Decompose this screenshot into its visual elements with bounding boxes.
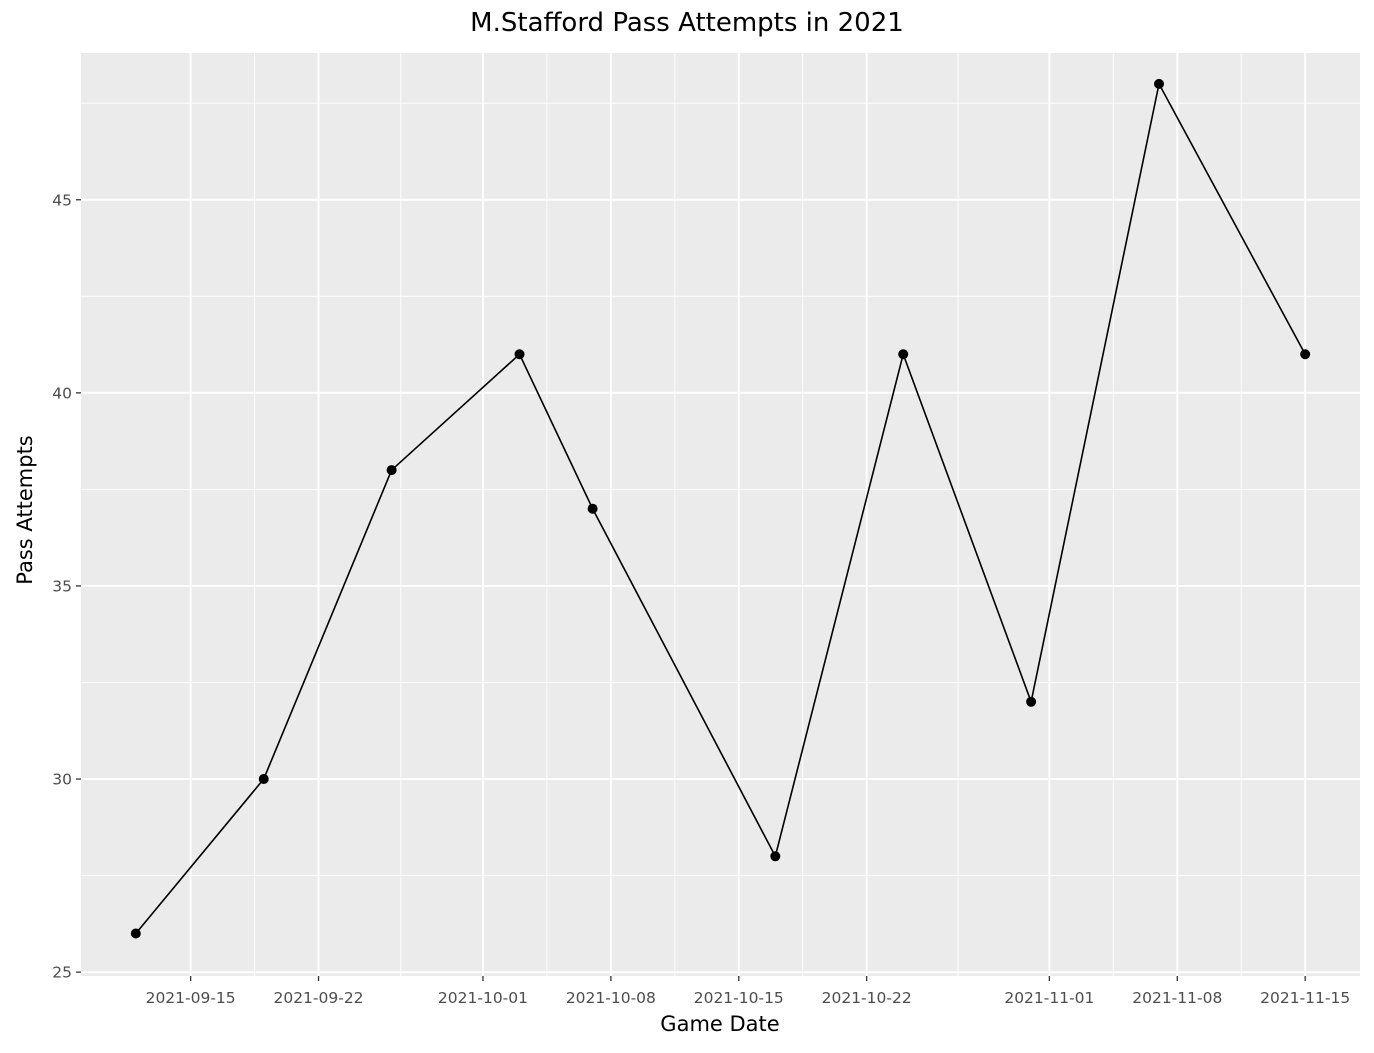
data-point <box>258 774 269 785</box>
y-tick-label: 25 <box>52 964 72 982</box>
x-tick-label: 2021-10-08 <box>566 989 656 1007</box>
x-tick-label: 2021-11-01 <box>1004 989 1094 1007</box>
plot-panel <box>81 53 1360 976</box>
data-point <box>1026 696 1037 707</box>
x-tick-label: 2021-10-01 <box>438 989 528 1007</box>
data-point <box>130 928 141 939</box>
chart-title: M.Stafford Pass Attempts in 2021 <box>470 8 904 38</box>
data-point <box>386 465 397 476</box>
x-tick-label: 2021-10-15 <box>694 989 784 1007</box>
y-tick-label: 30 <box>52 771 72 789</box>
y-tick-label: 35 <box>52 577 72 595</box>
major-gridlines <box>81 53 1360 976</box>
data-point <box>1154 78 1165 89</box>
data-point <box>514 349 525 360</box>
x-tick-label: 2021-11-15 <box>1260 989 1350 1007</box>
data-points <box>130 78 1311 939</box>
minor-gridlines <box>81 53 1360 976</box>
y-axis-label: Pass Attempts <box>13 435 37 585</box>
x-tick-label: 2021-10-22 <box>822 989 912 1007</box>
x-tick-label: 2021-09-22 <box>273 989 363 1007</box>
axis-ticks: 25 30 35 40 45 2021-09-15 2021-09-22 2021-10-01… <box>52 191 1350 1007</box>
x-tick-label: 2021-09-15 <box>146 989 236 1007</box>
y-tick-label: 45 <box>52 191 72 209</box>
x-tick-label: 2021-11-08 <box>1132 989 1222 1007</box>
x-axis-label: Game Date <box>660 1012 780 1036</box>
data-point <box>587 503 598 514</box>
series-line-group <box>135 83 1306 935</box>
y-tick-label: 40 <box>52 384 72 402</box>
data-point <box>770 851 781 862</box>
data-point <box>1300 349 1311 360</box>
series-line <box>135 83 1306 935</box>
data-point <box>898 349 909 360</box>
